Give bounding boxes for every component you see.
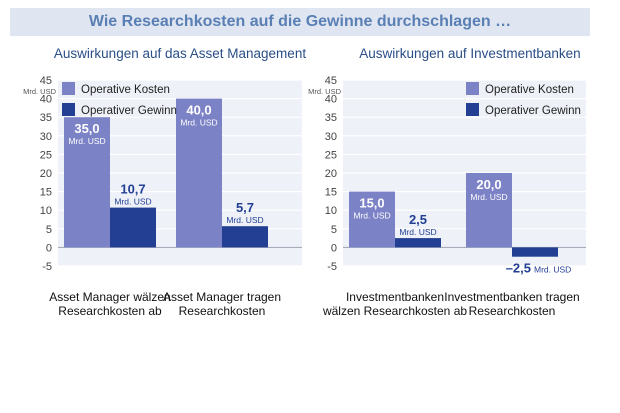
y-tick-label: 40 <box>40 94 52 106</box>
category-label: Researchkosten ab <box>58 304 162 318</box>
y-tick-label: 35 <box>325 112 337 124</box>
category-label: Asset Manager tragen <box>163 290 281 304</box>
legend-label: Operative Kosten <box>485 84 574 96</box>
data-label-value: 2,5 <box>409 212 427 227</box>
y-tick-label: 30 <box>40 131 52 143</box>
data-label-value: 5,7 <box>236 200 254 215</box>
y-tick-label: 10 <box>40 205 52 217</box>
category-label: Researchkosten <box>179 304 266 318</box>
bar-operative-kosten <box>176 98 222 248</box>
y-tick-label: 20 <box>325 168 337 180</box>
y-tick-label: 25 <box>325 149 337 161</box>
bar-operativer-gewinn <box>110 207 156 248</box>
y-axis-unit-label: Mrd. USD <box>23 87 57 96</box>
data-label-value: 20,0 <box>476 177 501 192</box>
legend-swatch <box>466 82 479 95</box>
y-tick-label: 5 <box>331 224 337 236</box>
y-tick-label: 25 <box>40 149 52 161</box>
bar-operative-kosten <box>349 191 395 248</box>
left-chart-subtitle: Auswirkungen auf das Asset Management <box>53 46 307 61</box>
data-label-value: 35,0 <box>74 121 99 136</box>
data-label-unit: Mrd. USD <box>399 227 436 237</box>
category-label: Investmentbanken <box>346 290 444 304</box>
legend-swatch <box>62 82 75 95</box>
data-label-value: –2,5 <box>506 261 531 276</box>
y-tick-label: 30 <box>325 131 337 143</box>
data-label-unit: Mrd. USD <box>470 192 507 202</box>
y-tick-label: 35 <box>40 112 52 124</box>
data-label-value: 15,0 <box>359 196 384 211</box>
y-tick-label: -5 <box>327 261 337 273</box>
y-tick-label: 45 <box>40 75 52 87</box>
y-axis-unit-label: Mrd. USD <box>308 87 342 96</box>
bar-operativer-gewinn <box>512 247 558 257</box>
category-label: wälzen Researchkosten ab <box>322 304 467 318</box>
legend-label: Operativer Gewinn <box>81 105 177 117</box>
bar-operative-kosten <box>466 173 512 248</box>
y-tick-label: 0 <box>331 242 337 254</box>
legend-swatch <box>62 103 75 116</box>
category-label: Researchkosten <box>469 304 556 318</box>
data-label-value: 10,7 <box>120 182 145 197</box>
y-tick-label: 45 <box>325 75 337 87</box>
bar-operativer-gewinn <box>222 226 268 248</box>
bar-operativer-gewinn <box>395 238 441 248</box>
data-label-unit: Mrd. USD <box>68 136 105 146</box>
y-tick-label: 15 <box>325 187 337 199</box>
y-tick-label: -5 <box>42 261 52 273</box>
legend-swatch <box>466 103 479 116</box>
y-tick-label: 15 <box>40 187 52 199</box>
data-label-unit: Mrd. USD <box>180 118 217 128</box>
y-tick-label: 10 <box>325 205 337 217</box>
data-label-unit: Mrd. USD <box>353 211 390 221</box>
right-chart-subtitle: Auswirkungen auf Investmentbanken <box>359 46 581 61</box>
legend-label: Operativer Gewinn <box>485 105 581 117</box>
data-label-unit: Mrd. USD <box>114 197 151 207</box>
bar-operative-kosten <box>64 117 110 248</box>
y-tick-label: 40 <box>325 94 337 106</box>
category-label: Asset Manager wälzen <box>49 290 170 304</box>
data-label-unit: Mrd. USD <box>534 265 571 275</box>
data-label-value: 40,0 <box>186 103 211 118</box>
y-tick-label: 0 <box>46 242 52 254</box>
category-label: Investmentbanken tragen <box>444 290 579 304</box>
legend-label: Operative Kosten <box>81 84 170 96</box>
y-tick-label: 5 <box>46 224 52 236</box>
data-label-unit: Mrd. USD <box>226 215 263 225</box>
chart-title-banner: Wie Researchkosten auf die Gewinne durch… <box>10 8 590 36</box>
y-tick-label: 20 <box>40 168 52 180</box>
